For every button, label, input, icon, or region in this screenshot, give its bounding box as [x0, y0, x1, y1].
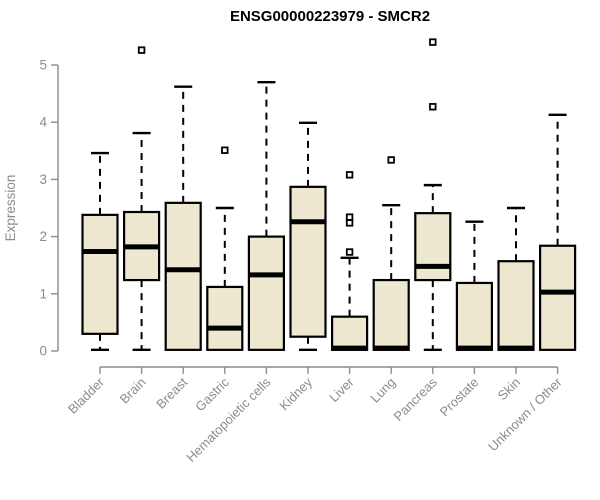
x-tick-label: Unknown / Other	[485, 374, 565, 454]
y-tick-label: 5	[39, 58, 47, 73]
outlier-point	[345, 213, 354, 221]
x-tick-label: Kidney	[276, 374, 315, 413]
box	[289, 185, 327, 338]
outlier-point	[429, 103, 437, 111]
box	[81, 213, 119, 335]
y-tick-label: 3	[39, 172, 47, 187]
x-tick-label: Breast	[153, 374, 190, 411]
outlier-point	[345, 219, 354, 227]
outlier-point	[429, 38, 437, 46]
x-tick-label: Pancreas	[390, 374, 440, 424]
x-tick-label: Lung	[367, 375, 398, 406]
outlier-point	[387, 156, 395, 164]
box	[164, 201, 202, 351]
y-tick-label: 0	[39, 344, 47, 359]
x-tick-label: Prostate	[437, 375, 482, 420]
box	[372, 278, 410, 351]
box	[497, 260, 535, 351]
y-tick-label: 4	[39, 115, 47, 130]
box	[331, 315, 369, 351]
x-tick-label: Gastric	[192, 374, 232, 414]
y-axis-title: Expression	[3, 175, 18, 242]
x-tick-label: Liver	[326, 374, 357, 405]
chart-title: ENSG00000223979 - SMCR2	[230, 8, 430, 25]
x-tick-label: Bladder	[65, 374, 108, 417]
outlier-point	[137, 46, 146, 54]
box	[247, 235, 285, 351]
x-tick-label: Brain	[117, 375, 149, 407]
y-tick-label: 1	[39, 286, 47, 301]
y-tick-label: 2	[39, 229, 47, 244]
box	[538, 244, 577, 351]
outlier-point	[345, 248, 354, 256]
x-tick-label: Skin	[495, 375, 523, 403]
outlier-point	[345, 171, 354, 179]
box	[206, 285, 244, 351]
box	[414, 212, 452, 282]
outlier-point	[221, 146, 229, 154]
box	[455, 281, 493, 351]
